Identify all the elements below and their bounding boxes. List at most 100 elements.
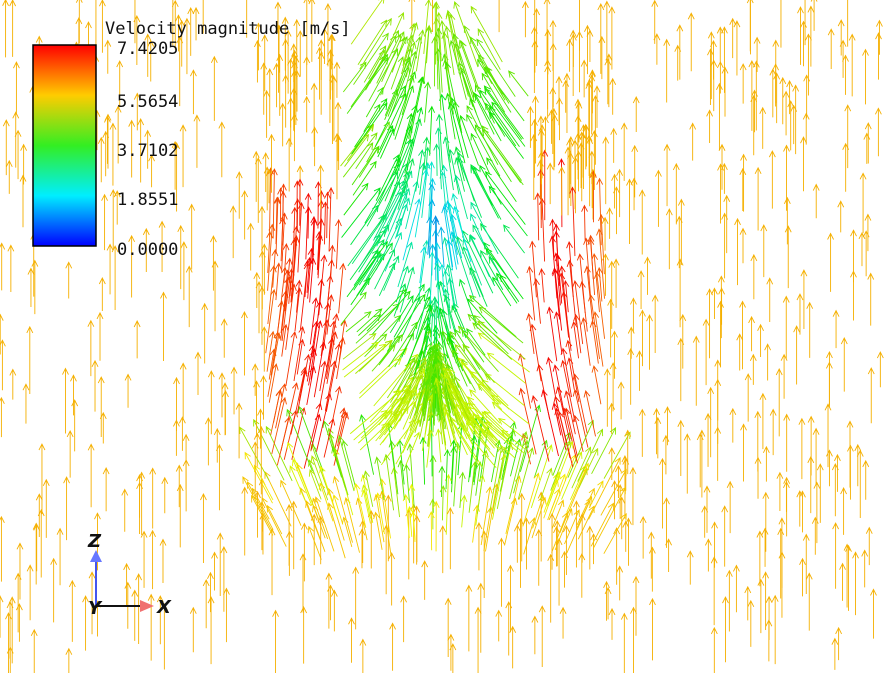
vector-arrow	[491, 401, 516, 424]
vector-arrow	[144, 129, 152, 169]
vector-arrow	[365, 35, 397, 89]
vector-arrow	[616, 168, 624, 218]
vector-arrow	[397, 459, 405, 500]
vector-arrow	[793, 325, 801, 385]
vector-arrow	[218, 121, 226, 178]
vector-arrow	[622, 520, 630, 552]
vector-arrow	[529, 240, 537, 298]
vector-arrow	[402, 198, 422, 261]
vector-arrow	[470, 132, 491, 175]
vector-arrow	[441, 205, 454, 267]
vector-arrow	[647, 531, 655, 579]
vector-arrow	[333, 61, 341, 98]
vector-arrow	[718, 287, 726, 325]
vector-arrow	[426, 216, 434, 255]
vector-arrow	[611, 330, 618, 379]
vector-arrow	[438, 465, 446, 497]
vector-arrow	[876, 351, 884, 388]
vector-arrow	[784, 225, 792, 289]
vector-arrow	[865, 526, 873, 566]
vector-arrow	[378, 262, 396, 297]
vector-arrow	[379, 92, 407, 151]
vector-arrow	[559, 467, 588, 533]
vector-arrow	[428, 161, 435, 220]
vector-arrow	[424, 81, 431, 123]
vector-arrow	[704, 538, 712, 572]
vector-arrow	[401, 75, 415, 116]
vector-arrow	[310, 455, 329, 501]
vector-arrow	[307, 525, 322, 560]
vector-arrow	[716, 82, 723, 151]
vector-arrow	[432, 0, 433, 32]
vector-arrow	[508, 70, 529, 97]
vector-arrow	[268, 348, 277, 380]
vector-arrow	[762, 571, 770, 631]
vector-arrow	[469, 36, 504, 95]
vector-arrow	[775, 367, 783, 437]
vector-arrow	[356, 308, 383, 333]
vector-arrow	[306, 344, 316, 382]
vector-arrow	[378, 376, 414, 421]
vector-arrow	[457, 325, 499, 373]
vector-arrow	[414, 168, 429, 238]
vector-arrow	[454, 343, 492, 392]
vector-arrow	[358, 357, 402, 399]
vector-arrow	[308, 0, 316, 62]
vector-arrow	[280, 183, 287, 246]
vector-arrow	[526, 105, 534, 148]
vector-arrow	[523, 517, 530, 570]
vector-arrow	[419, 162, 427, 195]
vector-arrow	[305, 206, 312, 239]
vector-arrow	[586, 29, 594, 62]
vector-arrow	[639, 515, 647, 559]
vector-arrow	[31, 259, 39, 315]
vector-arrow	[179, 362, 187, 420]
vector-arrow	[572, 373, 588, 434]
vector-arrow	[629, 297, 637, 332]
vector-arrow	[135, 573, 143, 645]
vector-arrow	[266, 330, 276, 372]
vector-arrow	[161, 476, 169, 514]
vector-arrow	[550, 107, 558, 171]
vector-arrow	[266, 68, 274, 127]
z-arrowhead	[90, 550, 102, 562]
vector-arrow	[341, 187, 381, 238]
vector-arrow	[114, 105, 122, 164]
vector-arrow	[648, 546, 656, 592]
vector-arrow	[610, 127, 618, 163]
vector-arrow	[338, 262, 347, 314]
vector-arrow	[394, 187, 411, 230]
vector-arrow	[268, 133, 275, 193]
vector-arrow	[427, 511, 435, 551]
vector-arrow	[739, 63, 747, 104]
vector-arrow	[389, 622, 396, 671]
vector-arrow	[447, 633, 455, 671]
vector-arrow	[295, 279, 303, 313]
vector-arrow	[447, 101, 466, 164]
vector-arrow	[111, 245, 119, 310]
vector-arrow	[477, 58, 512, 113]
vector-arrow	[328, 244, 336, 277]
vector-arrow	[402, 400, 417, 430]
vector-arrow	[546, 306, 558, 362]
vector-arrow	[572, 414, 584, 452]
vector-arrow	[274, 262, 282, 301]
vector-arrow	[160, 603, 168, 670]
vector-arrow	[124, 373, 132, 408]
vector-arrow	[173, 141, 180, 212]
vector-arrow	[698, 429, 706, 498]
vector-arrow	[98, 276, 106, 312]
vector-arrow	[716, 26, 724, 64]
vector-arrow	[255, 281, 263, 334]
vector-arrow	[686, 550, 694, 585]
vector-arrow	[593, 271, 606, 339]
vector-arrow	[403, 118, 422, 181]
vector-arrow	[386, 293, 426, 352]
vector-arrow	[674, 44, 682, 81]
vector-arrow	[187, 6, 195, 56]
vector-arrow	[542, 115, 549, 152]
vector-arrow	[590, 502, 614, 547]
vector-arrow	[142, 227, 150, 272]
vector-arrow	[567, 151, 574, 185]
vector-arrow	[583, 237, 591, 297]
